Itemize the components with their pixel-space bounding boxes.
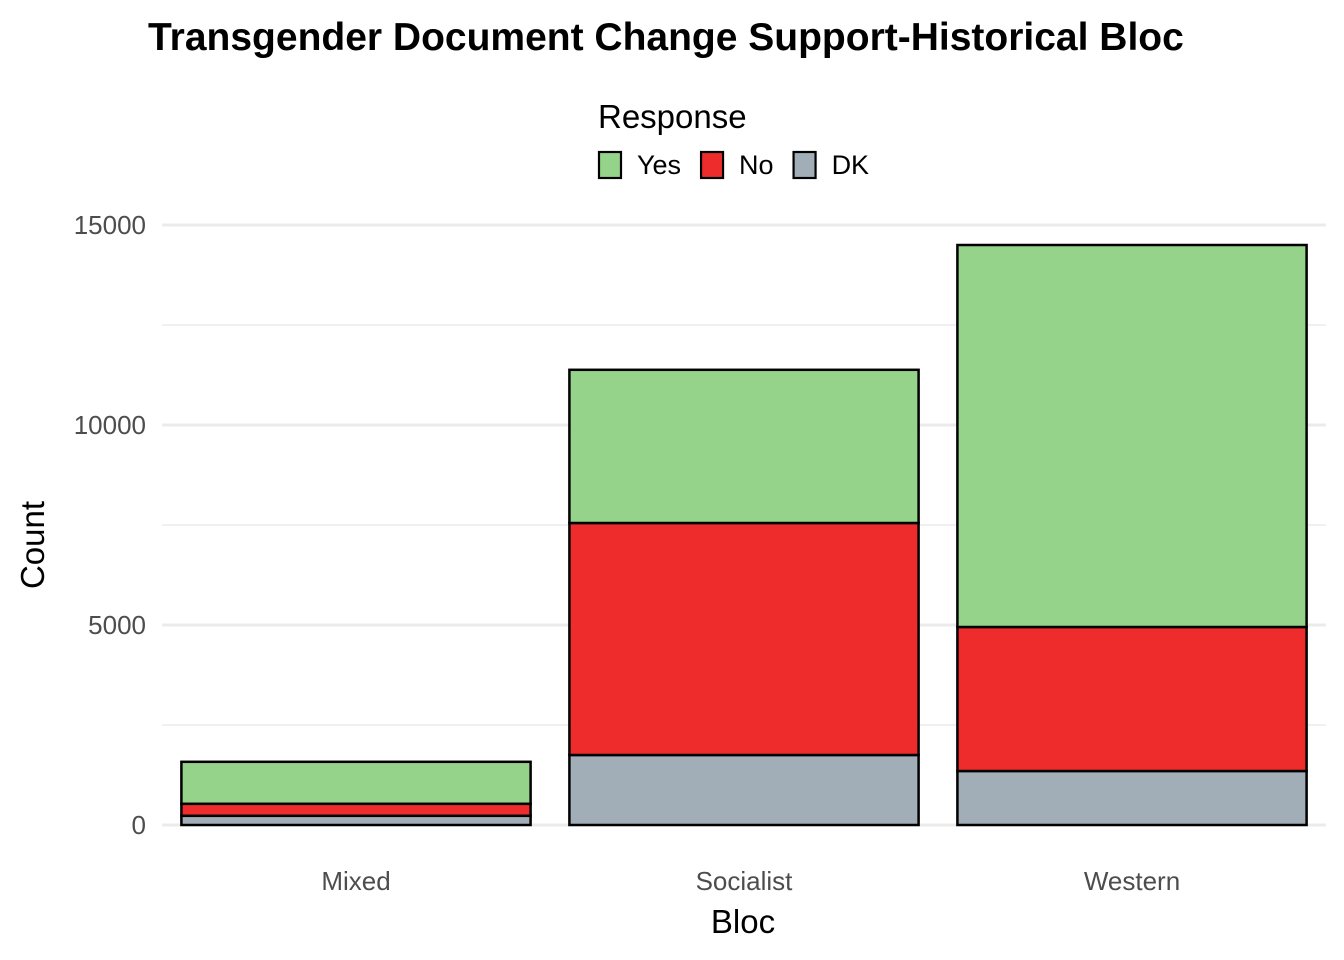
axes: 0 5000 10000 15000 Mixed Socialist Western bbox=[74, 210, 1180, 896]
bar-socialist-no bbox=[568, 521, 920, 757]
bar-socialist-yes bbox=[568, 368, 920, 525]
y-tick-label: 10000 bbox=[74, 410, 146, 440]
bar-socialist-dk bbox=[568, 753, 920, 827]
y-tick-label: 0 bbox=[132, 810, 146, 840]
legend-label-no: No bbox=[739, 150, 774, 180]
legend-label-yes: Yes bbox=[637, 150, 681, 180]
bar-western-dk bbox=[956, 769, 1308, 827]
legend-title: Response bbox=[598, 98, 747, 135]
bar-western-no bbox=[956, 625, 1308, 773]
legend-key-dk bbox=[792, 150, 817, 180]
y-tick-label: 15000 bbox=[74, 210, 146, 240]
legend-key-yes bbox=[597, 150, 623, 180]
bar-mixed-no bbox=[180, 802, 532, 818]
legend: Response Yes No DK bbox=[597, 98, 870, 180]
x-tick-label: Mixed bbox=[321, 866, 390, 896]
y-axis-title: Count bbox=[14, 501, 51, 589]
bar-western-yes bbox=[956, 243, 1308, 629]
bars bbox=[180, 243, 1308, 827]
legend-key-no bbox=[699, 150, 725, 180]
bar-mixed-dk bbox=[180, 814, 532, 827]
y-tick-label: 5000 bbox=[88, 610, 146, 640]
legend-label-dk: DK bbox=[832, 150, 870, 180]
x-tick-label: Western bbox=[1084, 866, 1180, 896]
chart-title: Transgender Document Change Support-Hist… bbox=[148, 16, 1184, 59]
x-tick-label: Socialist bbox=[696, 866, 794, 896]
bar-mixed-yes bbox=[180, 760, 532, 806]
legend-items: Yes No DK bbox=[597, 150, 870, 180]
x-axis-title: Bloc bbox=[711, 903, 775, 940]
